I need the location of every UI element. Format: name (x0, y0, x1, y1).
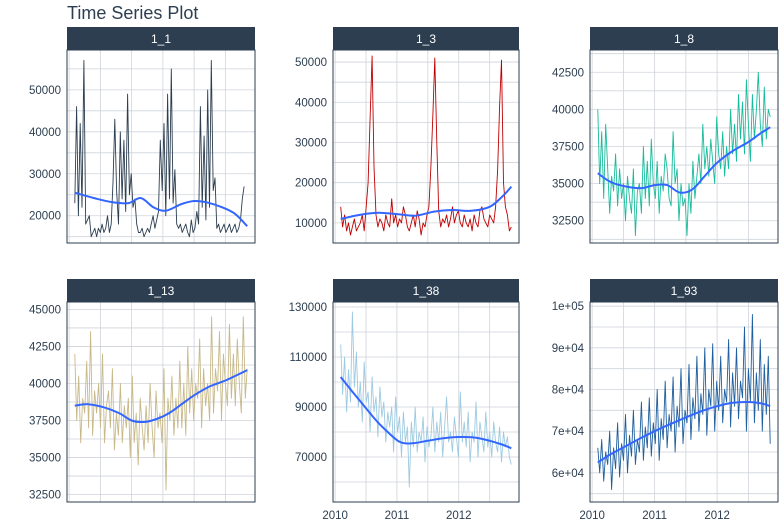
y-tick-label: 40000 (295, 97, 327, 109)
series-line (74, 60, 245, 238)
y-tick-label: 10000 (295, 218, 327, 230)
y-tick-label: 42500 (552, 67, 584, 79)
facet-panel-1_38: 1_38 70000 90000 110000 130000 2010 2011 2012 (289, 279, 520, 522)
y-tick-label: 6e+04 (552, 468, 585, 480)
x-tick-label: 2010 (322, 510, 348, 522)
facet-strip-label: 1_3 (416, 32, 436, 46)
y-tick-label: 35000 (29, 453, 61, 465)
y-tick-label: 30000 (29, 169, 61, 181)
facet-strip (590, 27, 778, 50)
series-line (597, 314, 771, 490)
facet-panel-1_93: 1_93 6e+04 7e+04 8e+04 9e+04 1e+05 2010 2011 201… (552, 279, 779, 522)
facet-panel-1_1: 1_1 20000 30000 40000 50000 (29, 27, 256, 244)
y-tick-label: 37500 (29, 416, 61, 428)
facet-strip (590, 279, 778, 302)
facet-panel-1_8: 1_8 32500 35000 37500 40000 42500 (552, 27, 779, 244)
panel-border (589, 301, 779, 503)
y-tick-label: 50000 (295, 57, 327, 69)
series-line (597, 71, 771, 237)
facet-strip-label: 1_13 (148, 284, 175, 298)
smooth-trend-line (74, 369, 248, 424)
y-tick-label: 7e+04 (552, 426, 585, 438)
y-tick-label: 45000 (29, 304, 61, 316)
y-tick-label: 40000 (29, 378, 61, 390)
y-tick-label: 40000 (552, 104, 584, 116)
y-tick-label: 1e+05 (552, 301, 584, 313)
y-tick-label: 20000 (29, 211, 61, 223)
facet-panel-1_13: 1_13 32500 35000 37500 40000 42500 45000 (29, 279, 256, 503)
panel-border (332, 301, 520, 503)
series-line (74, 316, 248, 491)
facet-strip-label: 1_8 (674, 32, 694, 46)
y-tick-label: 70000 (295, 452, 327, 464)
y-tick-label: 32500 (29, 490, 61, 502)
facet-strip (333, 27, 519, 50)
y-tick-label: 20000 (295, 178, 327, 190)
x-tick-label: 2011 (385, 510, 410, 522)
facet-strip (67, 27, 255, 50)
panel-border (66, 301, 256, 503)
y-tick-label: 30000 (295, 137, 327, 149)
y-tick-label: 37500 (552, 142, 584, 154)
facet-strip-label: 1_1 (151, 32, 171, 46)
y-tick-label: 130000 (289, 302, 327, 314)
facet-strip-label: 1_93 (671, 284, 698, 298)
chart-title: Time Series Plot (67, 3, 199, 23)
facet-panel-1_3: 1_3 10000 20000 30000 40000 50000 (295, 27, 520, 244)
y-tick-label: 9e+04 (552, 343, 585, 355)
smooth-trend-line (339, 376, 512, 450)
y-tick-label: 8e+04 (552, 385, 585, 397)
x-tick-label: 2012 (704, 510, 730, 522)
facet-strip-label: 1_38 (413, 284, 440, 298)
panel-border (332, 49, 520, 244)
y-tick-label: 110000 (289, 352, 327, 364)
y-tick-label: 35000 (552, 179, 584, 191)
panel-border (589, 49, 779, 244)
y-tick-label: 50000 (29, 85, 61, 97)
facet-strip (67, 279, 255, 302)
y-tick-label: 32500 (552, 216, 584, 228)
y-tick-label: 90000 (295, 402, 327, 414)
smooth-trend-line (74, 191, 248, 227)
y-tick-label: 40000 (29, 127, 61, 139)
panel-border (66, 49, 256, 244)
smooth-trend-line (340, 186, 513, 220)
facet-strip (333, 279, 519, 302)
x-tick-label: 2011 (642, 510, 667, 522)
y-tick-label: 42500 (29, 341, 61, 353)
x-tick-label: 2010 (579, 510, 605, 522)
smooth-trend-line (597, 400, 771, 464)
smooth-trend-line (597, 126, 771, 194)
x-tick-label: 2012 (446, 510, 472, 522)
series-line (340, 55, 512, 236)
